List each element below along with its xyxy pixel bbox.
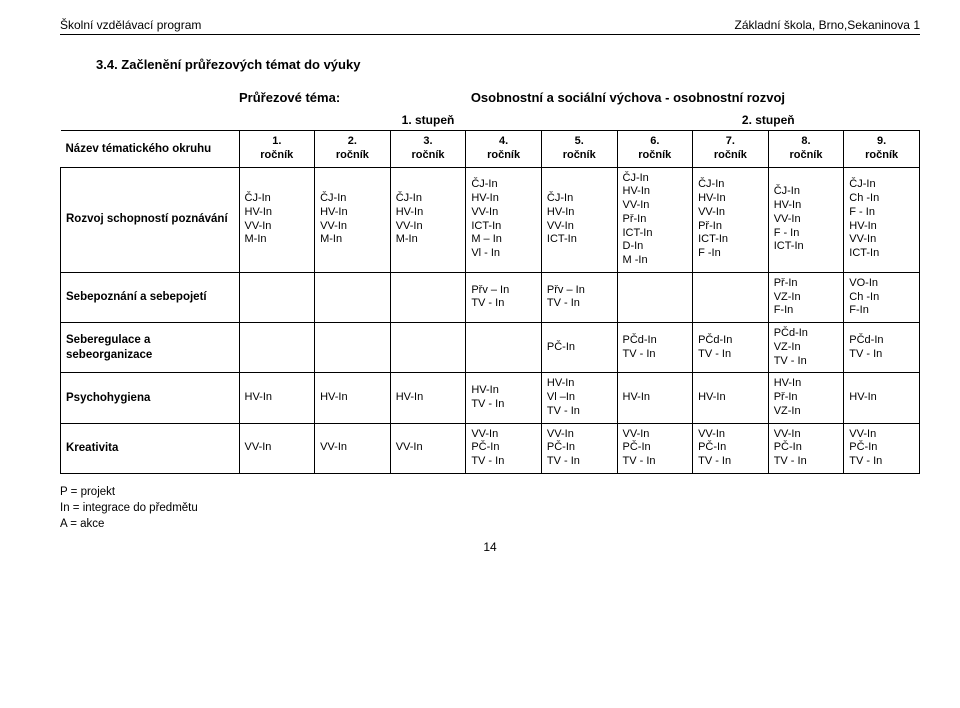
row-header-label: Název tématického okruhu (61, 131, 240, 168)
cell: HV-In Př-In VZ-In (768, 373, 844, 423)
cell: PČ-In (541, 323, 617, 373)
cell (239, 272, 315, 322)
stage-row: 1. stupeň 2. stupeň (61, 109, 920, 131)
page-number: 14 (60, 540, 920, 554)
cell: VV-In PČ-In TV - In (693, 423, 769, 473)
table-row: Kreativita VV-In VV-In VV-In VV-In PČ-In… (61, 423, 920, 473)
grade-header-5: 5. ročník (541, 131, 617, 168)
cell: ČJ-In HV-In VV-In Př-In ICT-In D-In M -I… (617, 167, 693, 272)
cell: PČd-In TV - In (693, 323, 769, 373)
cell (617, 272, 693, 322)
cell: ČJ-In HV-In VV-In M-In (239, 167, 315, 272)
cell (239, 323, 315, 373)
cell (390, 323, 466, 373)
cell: ČJ-In HV-In VV-In M-In (390, 167, 466, 272)
table-row: Seberegulace a sebeorganizace PČ-In PČd-… (61, 323, 920, 373)
row-label: Sebepoznání a sebepojetí (61, 272, 240, 322)
row-label: Psychohygiena (61, 373, 240, 423)
grade-header-9: 9. ročník (844, 131, 920, 168)
table-row: Rozvoj schopností poznávání ČJ-In HV-In … (61, 167, 920, 272)
cell: VO-In Ch -In F-In (844, 272, 920, 322)
row-label: Rozvoj schopností poznávání (61, 167, 240, 272)
grade-header-4: 4. ročník (466, 131, 542, 168)
cell (390, 272, 466, 322)
cell (466, 323, 542, 373)
footer-note-line: A = akce (60, 516, 920, 532)
section-heading: 3.4. Začlenění průřezových témat do výuk… (96, 57, 920, 72)
footer-notes: P = projekt In = integrace do předmětu A… (60, 484, 920, 532)
cell: VV-In PČ-In TV - In (768, 423, 844, 473)
subheading-right: Osobnostní a sociální výchova - osobnost… (466, 86, 920, 109)
cell (315, 323, 391, 373)
cell: VV-In (315, 423, 391, 473)
cell: HV-In (390, 373, 466, 423)
cell: ČJ-In HV-In VV-In M-In (315, 167, 391, 272)
cell: ČJ-In HV-In VV-In ICT-In (541, 167, 617, 272)
footer-note-line: In = integrace do předmětu (60, 500, 920, 516)
cell (693, 272, 769, 322)
row-label: Seberegulace a sebeorganizace (61, 323, 240, 373)
grade-header-7: 7. ročník (693, 131, 769, 168)
cell: Přv – In TV - In (541, 272, 617, 322)
header-right: Základní škola, Brno,Sekaninova 1 (735, 18, 920, 32)
cell: ČJ-In Ch -In F - In HV-In VV-In ICT-In (844, 167, 920, 272)
grade-header-8: 8. ročník (768, 131, 844, 168)
table-row: Sebepoznání a sebepojetí Přv – In TV - I… (61, 272, 920, 322)
cell: VV-In (239, 423, 315, 473)
cell: PČd-In TV - In (617, 323, 693, 373)
cell: VV-In PČ-In TV - In (844, 423, 920, 473)
cell: HV-In Vl –In TV - In (541, 373, 617, 423)
cell: HV-In (844, 373, 920, 423)
subheading-left: Průřezové téma: (239, 86, 466, 109)
cell: HV-In TV - In (466, 373, 542, 423)
page: Školní vzdělávací program Základní škola… (0, 0, 960, 562)
row-label: Kreativita (61, 423, 240, 473)
cell: VV-In PČ-In TV - In (617, 423, 693, 473)
cell: PČd-In TV - In (844, 323, 920, 373)
cell: VV-In PČ-In TV - In (466, 423, 542, 473)
cell: ČJ-In HV-In VV-In F - In ICT-In (768, 167, 844, 272)
cell: HV-In (693, 373, 769, 423)
subheading-row: Průřezové téma: Osobnostní a sociální vý… (61, 86, 920, 109)
cell: PČd-In VZ-In TV - In (768, 323, 844, 373)
cell (315, 272, 391, 322)
cell: HV-In (617, 373, 693, 423)
cell: HV-In (239, 373, 315, 423)
grade-header-1: 1. ročník (239, 131, 315, 168)
cell: VV-In PČ-In TV - In (541, 423, 617, 473)
stage-2-label: 2. stupeň (617, 109, 920, 131)
header-left: Školní vzdělávací program (60, 18, 201, 32)
main-table: Průřezové téma: Osobnostní a sociální vý… (60, 86, 920, 474)
grade-header-6: 6. ročník (617, 131, 693, 168)
grade-header-row: Název tématického okruhu 1. ročník 2. ro… (61, 131, 920, 168)
table-row: Psychohygiena HV-In HV-In HV-In HV-In TV… (61, 373, 920, 423)
document-header: Školní vzdělávací program Základní škola… (60, 18, 920, 35)
grade-header-3: 3. ročník (390, 131, 466, 168)
cell: Př-In VZ-In F-In (768, 272, 844, 322)
stage-1-label: 1. stupeň (239, 109, 617, 131)
cell: VV-In (390, 423, 466, 473)
cell: ČJ-In HV-In VV-In Př-In ICT-In F -In (693, 167, 769, 272)
cell: Přv – In TV - In (466, 272, 542, 322)
grade-header-2: 2. ročník (315, 131, 391, 168)
cell: ČJ-In HV-In VV-In ICT-In M – In Vl - In (466, 167, 542, 272)
footer-note-line: P = projekt (60, 484, 920, 500)
cell: HV-In (315, 373, 391, 423)
